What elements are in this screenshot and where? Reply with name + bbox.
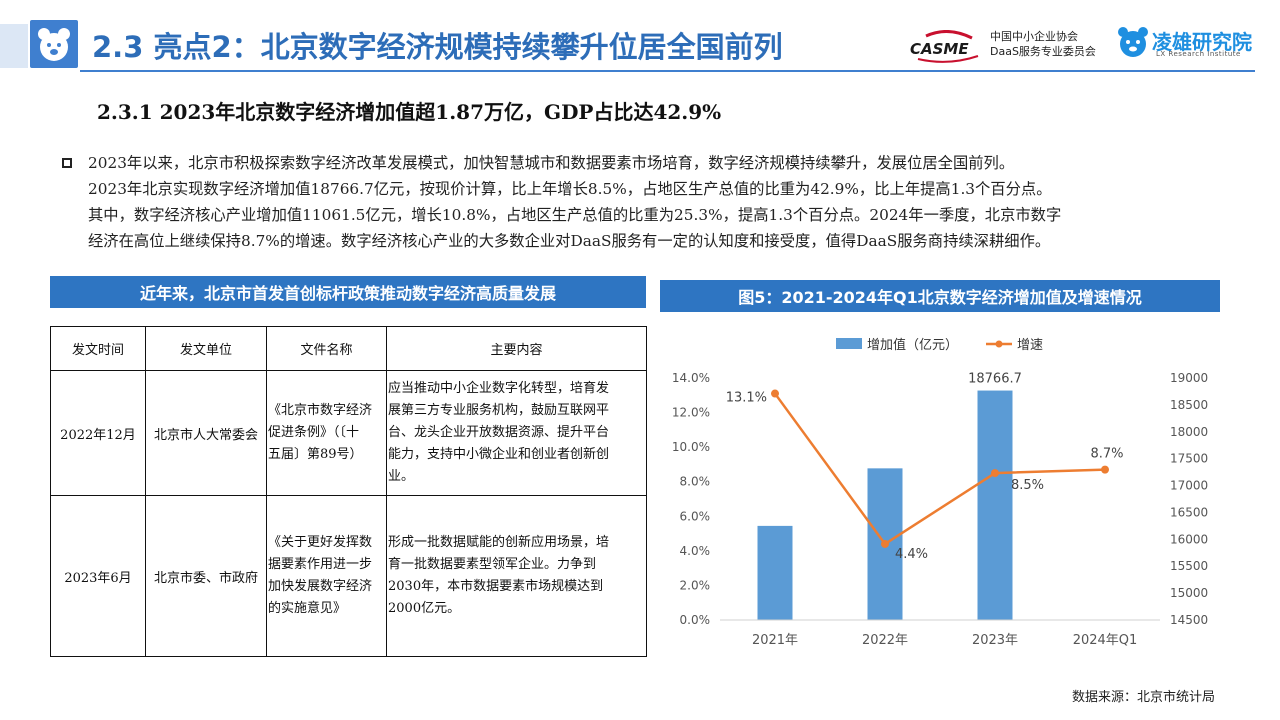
casme-org-name: 中国中小企业协会 DaaS服务专业委员会 bbox=[990, 29, 1096, 59]
table-row: 2022年12月 北京市人大常委会 《北京市数字经济 促进条例》（〔十 五届〕第… bbox=[50, 370, 647, 496]
header-content: 主要内容 bbox=[386, 326, 647, 371]
doc-line: 《北京市数字经济 bbox=[268, 403, 373, 418]
table-header-row: 发文时间 发文单位 文件名称 主要内容 bbox=[50, 326, 647, 371]
legend-bar-swatch bbox=[836, 338, 862, 349]
casme-logo-text: CASME bbox=[910, 40, 969, 58]
lx-institute-name: 凌雄研究院 bbox=[1152, 30, 1252, 54]
growth-point bbox=[991, 469, 999, 478]
right-tick-label: 16000 bbox=[1170, 532, 1208, 546]
growth-point bbox=[771, 389, 779, 398]
left-tick-label: 10.0% bbox=[672, 440, 710, 454]
growth-data-label: 8.5% bbox=[1011, 478, 1044, 493]
right-tick-label: 16500 bbox=[1170, 505, 1208, 519]
left-tick-label: 6.0% bbox=[680, 509, 711, 523]
page-title: 2.3 亮点2：北京数字经济规模持续攀升位居全国前列 bbox=[92, 30, 783, 64]
left-tick-label: 0.0% bbox=[680, 613, 711, 627]
growth-data-label: 13.1% bbox=[726, 391, 767, 406]
right-tick-label: 17000 bbox=[1170, 479, 1208, 493]
legend-line-marker bbox=[995, 340, 1003, 348]
right-tick-label: 18500 bbox=[1170, 398, 1208, 412]
content-line: 应当推动中小企业数字化转型，培育发 bbox=[388, 381, 610, 396]
growth-point bbox=[1101, 465, 1109, 474]
header-accent-band bbox=[0, 24, 28, 68]
policy-table-banner: 近年来，北京市首发首创标杆政策推动数字经济高质量发展 bbox=[50, 276, 646, 308]
doc-line: 促进条例》（〔十 bbox=[268, 425, 360, 440]
casme-logo: CASME bbox=[908, 30, 986, 64]
lx-institute-subtitle: LX Research Institute bbox=[1156, 50, 1241, 58]
paragraph-line: 2023年北京实现数字经济增加值18766.7亿元，按现价计算，比上年增长8.5… bbox=[88, 180, 1052, 198]
growth-line bbox=[773, 392, 1106, 546]
content-line: 展第三方专业服务机构，鼓励互联网平 bbox=[388, 403, 610, 418]
bar bbox=[977, 390, 1013, 620]
summary-paragraph: 2023年以来，北京市积极探索数字经济改革发展模式，加快智慧城市和数据要素市场培… bbox=[88, 150, 1228, 254]
cell-org: 北京市人大常委会 bbox=[145, 370, 267, 496]
paragraph-line: 经济在高位上继续保持8.7%的增速。数字经济核心产业的大多数企业对DaaS服务有… bbox=[88, 232, 1051, 250]
policy-table: 发文时间 发文单位 文件名称 主要内容 2022年12月 北京市人大常委会 《北… bbox=[50, 326, 647, 657]
x-axis: 2021年 2022年 2023年 2024年Q1 bbox=[720, 619, 1160, 648]
cell-org: 北京市委、市政府 bbox=[145, 495, 267, 657]
left-tick-label: 2.0% bbox=[680, 578, 711, 592]
content-line: 2000亿元。 bbox=[388, 601, 461, 616]
content-line: 台、龙头企业开放数据资源、提升平台 bbox=[388, 425, 610, 440]
growth-chart: 增加值（亿元） 增速 0.0% 2.0% 4.0% 6.0% 8.0% 10.0% 12.0… bbox=[672, 337, 1208, 648]
bullet-square-icon bbox=[62, 158, 72, 168]
left-tick-label: 8.0% bbox=[680, 475, 711, 489]
right-axis: 14500 15000 15500 16000 16500 17000 17500 18000… bbox=[1170, 371, 1208, 627]
bear-logo-icon bbox=[30, 20, 78, 68]
x-tick-label: 2023年 bbox=[972, 633, 1018, 648]
doc-line: 五届〕第89号） bbox=[268, 447, 363, 462]
legend-bar-label: 增加值（亿元） bbox=[867, 337, 958, 353]
casme-org-line1: 中国中小企业协会 bbox=[990, 30, 1078, 43]
legend-line-label: 增速 bbox=[1017, 338, 1043, 353]
left-axis: 0.0% 2.0% 4.0% 6.0% 8.0% 10.0% 12.0% 14.0% bbox=[672, 371, 710, 627]
data-source: 数据来源：北京市统计局 bbox=[1072, 690, 1216, 705]
doc-line: 的实施意见》 bbox=[268, 601, 347, 616]
header-org: 发文单位 bbox=[145, 326, 267, 371]
right-tick-label: 15500 bbox=[1170, 559, 1208, 573]
bar-data-label: 18766.7 bbox=[968, 372, 1022, 387]
cell-content: 应当推动中小企业数字化转型，培育发 展第三方专业服务机构，鼓励互联网平 台、龙头… bbox=[386, 370, 647, 496]
table-row: 2023年6月 北京市委、市政府 《关于更好发挥数 据要素作用进一步 加快发展数… bbox=[50, 495, 647, 657]
cell-doc: 《关于更好发挥数 据要素作用进一步 加快发展数字经济 的实施意见》 bbox=[266, 495, 387, 657]
left-tick-label: 14.0% bbox=[672, 371, 710, 385]
content-line: 2030年，本市数据要素市场规模达到 bbox=[388, 579, 604, 594]
header-date: 发文时间 bbox=[50, 326, 146, 371]
line-series: 13.1% 4.4% 8.5% 8.7% bbox=[726, 389, 1124, 562]
content-line: 业。 bbox=[388, 469, 415, 484]
content-line: 育一批数据要素型领军企业。力争到 bbox=[388, 557, 597, 572]
lx-bear-icon bbox=[1116, 24, 1150, 60]
cell-content: 形成一批数据赋能的创新应用场景，培 育一批数据要素型领军企业。力争到 2030年… bbox=[386, 495, 647, 657]
left-tick-label: 12.0% bbox=[672, 406, 710, 420]
doc-line: 加快发展数字经济 bbox=[268, 579, 373, 594]
right-tick-label: 14500 bbox=[1170, 613, 1208, 627]
x-tick-label: 2021年 bbox=[752, 633, 798, 648]
x-tick-label: 2024年Q1 bbox=[1073, 633, 1138, 648]
paragraph-line: 其中，数字经济核心产业增加值11061.5亿元，增长10.8%，占地区生产总值的… bbox=[88, 206, 1062, 224]
chart-legend: 增加值（亿元） 增速 bbox=[836, 337, 1043, 353]
right-tick-label: 18000 bbox=[1170, 425, 1208, 439]
growth-point bbox=[881, 539, 889, 548]
chart-banner: 图5：2021-2024年Q1北京数字经济增加值及增速情况 bbox=[660, 280, 1220, 312]
cell-doc: 《北京市数字经济 促进条例》（〔十 五届〕第89号） bbox=[266, 370, 387, 496]
paragraph-line: 2023年以来，北京市积极探索数字经济改革发展模式，加快智慧城市和数据要素市场培… bbox=[88, 154, 1015, 172]
section-subtitle: 2.3.1 2023年北京数字经济增加值超1.87万亿，GDP占比达42.9% bbox=[97, 100, 722, 124]
right-tick-label: 19000 bbox=[1170, 371, 1208, 385]
header-divider bbox=[80, 70, 1255, 72]
bar bbox=[757, 525, 793, 620]
cell-date: 2022年12月 bbox=[50, 370, 146, 496]
right-tick-label: 17500 bbox=[1170, 452, 1208, 466]
content-line: 能力，支持中小微企业和创业者创新创 bbox=[388, 447, 610, 462]
header-doc: 文件名称 bbox=[266, 326, 387, 371]
right-tick-label: 15000 bbox=[1170, 586, 1208, 600]
left-tick-label: 4.0% bbox=[680, 544, 711, 558]
x-tick-label: 2022年 bbox=[862, 633, 908, 648]
doc-line: 据要素作用进一步 bbox=[268, 557, 373, 572]
bar-series: 18766.7 bbox=[757, 372, 1022, 620]
doc-line: 《关于更好发挥数 bbox=[268, 535, 373, 550]
cell-date: 2023年6月 bbox=[50, 495, 146, 657]
content-line: 形成一批数据赋能的创新应用场景，培 bbox=[388, 535, 610, 550]
growth-data-label: 8.7% bbox=[1090, 447, 1123, 462]
casme-org-line2: DaaS服务专业委员会 bbox=[990, 45, 1096, 58]
growth-data-label: 4.4% bbox=[895, 547, 928, 562]
